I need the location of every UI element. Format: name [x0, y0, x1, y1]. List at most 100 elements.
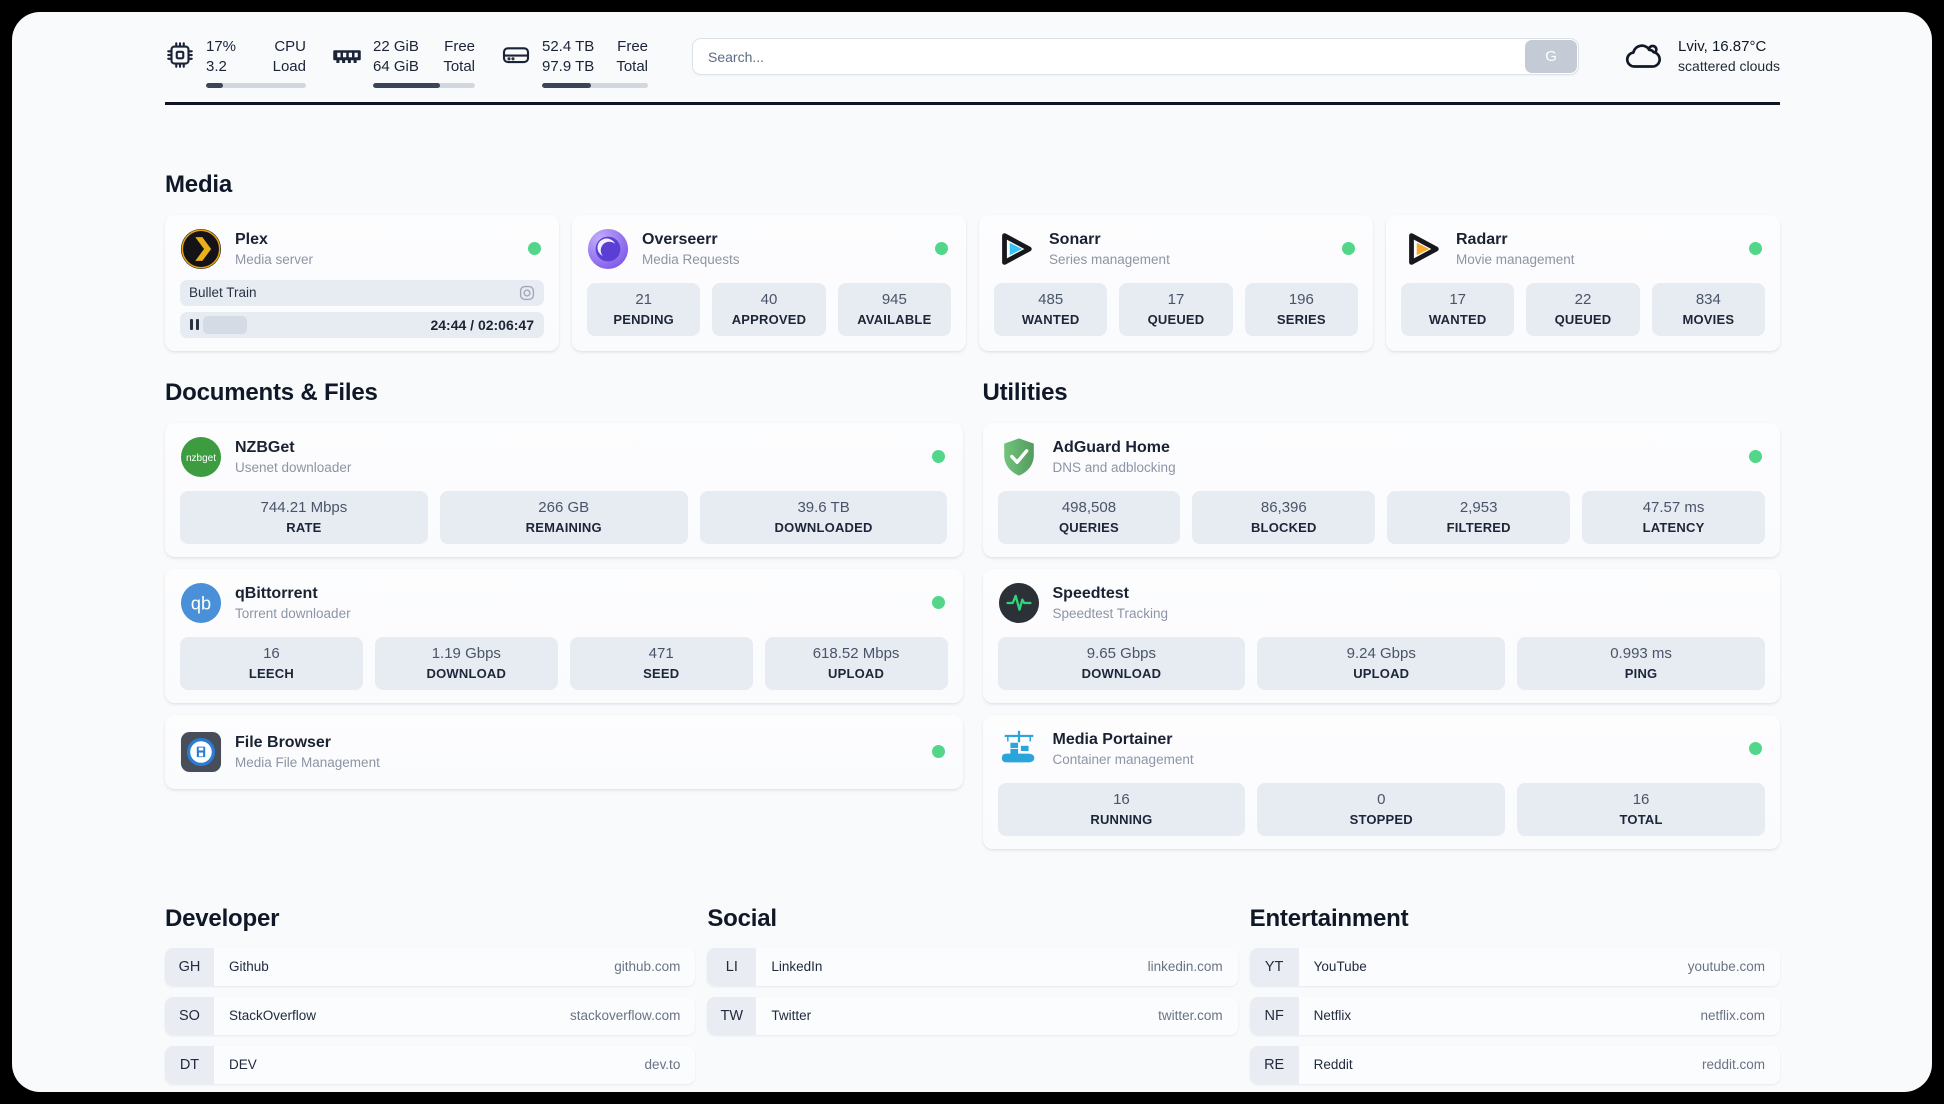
pause-button[interactable]: [189, 319, 203, 331]
header-divider: [165, 101, 1780, 105]
session-icon[interactable]: [519, 285, 535, 301]
sonarr-icon: [994, 228, 1036, 270]
bookmark-item-dev[interactable]: DT DEV dev.to: [165, 1045, 696, 1084]
memory-progress-track: [373, 82, 475, 88]
stat-tile: 17 WANTED: [1401, 282, 1515, 336]
tile-value: 1.19 Gbps: [431, 644, 501, 662]
tile-label: AVAILABLE: [857, 311, 932, 327]
storage-free-value: 52.4 TB: [542, 38, 595, 55]
app-name: Speedtest: [1052, 585, 1129, 602]
app-card-plex[interactable]: Plex Media server Bullet Train: [165, 214, 559, 351]
tile-value: 196: [1288, 290, 1314, 308]
playback-progress-track[interactable]: [203, 315, 426, 334]
tile-label: WANTED: [1428, 311, 1487, 327]
tile-value: 0: [1377, 790, 1386, 808]
tile-value: 39.6 TB: [797, 498, 850, 516]
bookmark-item-netflix[interactable]: NF Netflix netflix.com: [1249, 996, 1780, 1035]
app-name: AdGuard Home: [1052, 439, 1170, 456]
app-subtitle: Usenet downloader: [235, 460, 352, 476]
filebrowser-icon: [180, 731, 222, 773]
status-dot: [935, 242, 948, 256]
stat-tile: 1.19 Gbps DOWNLOAD: [374, 636, 558, 690]
stat-tile: 471 SEED: [569, 636, 753, 690]
tile-label: SEED: [643, 665, 680, 681]
tile-label: QUERIES: [1058, 519, 1119, 535]
memory-stat: 22 GiB 64 GiB Free Total: [332, 37, 475, 88]
cpu-progress-fill: [206, 82, 223, 88]
app-card-nzbget[interactable]: nzbget NZBGet Usenet downloader 74: [165, 422, 963, 557]
bookmark-name: Reddit: [1313, 1057, 1353, 1073]
tile-value: 618.52 Mbps: [812, 644, 900, 662]
documents-column: Documents & Files nzbget: [165, 379, 963, 789]
portainer-icon: [998, 728, 1040, 770]
status-dot: [931, 745, 945, 759]
bookmark-item-youtube[interactable]: YT YouTube youtube.com: [1249, 947, 1780, 986]
app-subtitle: Media Requests: [642, 252, 740, 268]
tile-value: 16: [1113, 790, 1130, 808]
status-dot: [1749, 242, 1762, 256]
storage-progress-fill: [542, 82, 591, 88]
overseerr-icon: [587, 228, 629, 270]
bookmark-group-entertainment: Entertainment YT YouTube youtube.com NF …: [1249, 905, 1780, 1084]
cpu-stat: 17% 3.2 CPU Load: [165, 37, 306, 88]
stat-tile: 21 PENDING: [587, 282, 701, 336]
cpu-progress-track: [206, 82, 306, 88]
section-title-utilities: Utilities: [982, 378, 1068, 406]
bookmark-item-stackoverflow[interactable]: SO StackOverflow stackoverflow.com: [165, 996, 696, 1035]
app-name: Radarr: [1456, 231, 1508, 248]
system-stats: 17% 3.2 CPU Load: [165, 37, 648, 88]
stat-tile: 39.6 TB DOWNLOADED: [699, 490, 948, 544]
app-name: Sonarr: [1049, 231, 1101, 248]
adguard-icon: [998, 436, 1040, 478]
app-card-adguard[interactable]: AdGuard Home DNS and adblocking 498,508 …: [982, 422, 1780, 557]
playback-progress-fill: [203, 315, 247, 334]
search-engine-button[interactable]: G: [1525, 40, 1578, 73]
bookmark-url: linkedin.com: [1147, 959, 1223, 975]
tile-label: REMAINING: [525, 519, 602, 535]
tile-value: 16: [263, 644, 280, 662]
tile-value: 9.65 Gbps: [1086, 644, 1157, 662]
app-card-portainer[interactable]: Media Portainer Container management 16 …: [982, 714, 1780, 849]
memory-total-label: Total: [443, 57, 475, 75]
app-card-qbittorrent[interactable]: qb qBittorrent Torrent downloader: [165, 568, 963, 703]
stat-tile: 0.993 ms PING: [1517, 636, 1765, 690]
stat-tile: 744.21 Mbps RATE: [180, 490, 428, 544]
search-input[interactable]: [692, 38, 1580, 75]
cpu-icon: [167, 42, 193, 68]
status-dot: [1749, 742, 1762, 756]
bookmark-url: twitter.com: [1158, 1008, 1223, 1024]
bookmark-group-social: Social LI LinkedIn linkedin.com TW Twitt…: [707, 905, 1238, 1035]
status-dot: [528, 242, 541, 256]
stat-tile: 16 RUNNING: [997, 782, 1246, 836]
bookmark-item-github[interactable]: GH Github github.com: [165, 947, 696, 986]
app-subtitle: DNS and adblocking: [1052, 460, 1176, 476]
storage-total-label: Total: [616, 57, 648, 75]
cpu-percent: 17%: [206, 38, 237, 55]
tile-value: 485: [1038, 290, 1064, 308]
tile-label: LEECH: [248, 665, 294, 681]
bookmark-item-linkedin[interactable]: LI LinkedIn linkedin.com: [707, 947, 1238, 986]
nzbget-icon: nzbget: [180, 436, 222, 478]
stat-tile: 17 QUEUED: [1119, 282, 1233, 336]
tile-value: 40: [760, 290, 778, 308]
memory-free-value: 22 GiB: [373, 38, 419, 55]
stat-tile: 834 MOVIES: [1651, 282, 1765, 336]
app-card-overseerr[interactable]: Overseerr Media Requests 21 PENDING 40 A…: [572, 214, 966, 351]
app-card-radarr[interactable]: Radarr Movie management 17 WANTED 22 QUE…: [1386, 214, 1780, 351]
app-card-filebrowser[interactable]: File Browser Media File Management: [165, 714, 963, 789]
app-card-sonarr[interactable]: Sonarr Series management 485 WANTED 17 Q…: [979, 214, 1373, 351]
tile-label: WANTED: [1021, 311, 1080, 327]
memory-icon: [333, 50, 361, 63]
bookmark-abbr: NF: [1249, 996, 1299, 1035]
app-name: Media Portainer: [1052, 731, 1173, 748]
bookmark-name: YouTube: [1313, 959, 1367, 975]
app-card-speedtest[interactable]: Speedtest Speedtest Tracking 9.65 Gbps D…: [982, 568, 1780, 703]
bookmark-item-reddit[interactable]: RE Reddit reddit.com: [1249, 1045, 1780, 1084]
bookmark-item-twitter[interactable]: TW Twitter twitter.com: [707, 996, 1238, 1035]
utilities-column: Utilities: [982, 378, 1780, 849]
status-dot: [931, 596, 945, 610]
weather-condition: scattered clouds: [1678, 58, 1780, 74]
tile-value: 22: [1574, 290, 1592, 308]
cpu-load-value: 3.2: [206, 57, 227, 75]
tile-label: MOVIES: [1682, 311, 1735, 327]
